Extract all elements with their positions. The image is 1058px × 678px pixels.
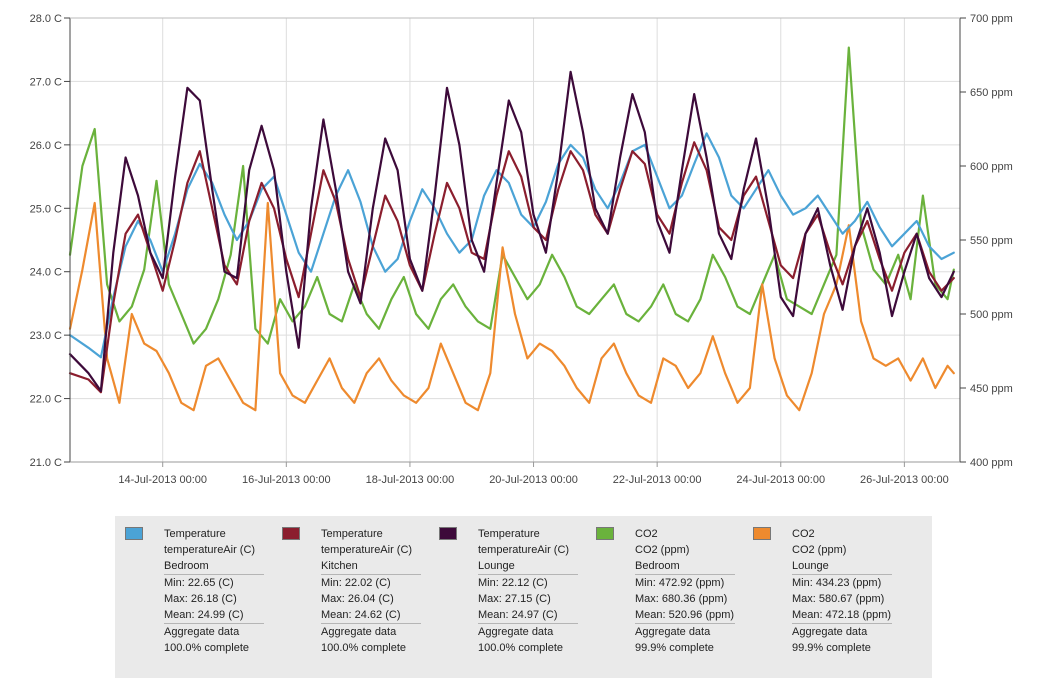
x-tick-label: 18-Jul-2013 00:00 (366, 474, 455, 486)
legend-mean: Mean: 24.62 (C) (321, 607, 421, 624)
legend-mean: Mean: 520.96 (ppm) (635, 607, 735, 624)
legend-line2: temperatureAir (C) (164, 544, 256, 556)
legend-min: Min: 22.12 (C) (478, 577, 548, 589)
x-tick-label: 22-Jul-2013 00:00 (613, 474, 702, 486)
legend-max: Max: 26.04 (C) (321, 593, 394, 605)
legend-swatch (282, 527, 300, 540)
axis-ticks: 21.0 C 22.0 C 23.0 C 24.0 C 25.0 C 26.0 C 27.0… (30, 13, 1013, 486)
legend-line1: CO2 (792, 528, 815, 540)
legend-line1: Temperature (478, 528, 540, 540)
legend-agg2: 99.9% complete (792, 642, 871, 654)
chart-area: 21.0 C 22.0 C 23.0 C 24.0 C 25.0 C 26.0 C 27.0… (29, 13, 1013, 486)
legend-text: CO2 CO2 (ppm) Bedroom Min: 472.92 (ppm) … (635, 526, 735, 678)
legend-agg1: Aggregate data (478, 626, 554, 638)
legend-agg2: 100.0% complete (478, 642, 563, 654)
left-tick-label: 26.0 C (30, 140, 62, 152)
legend-agg2: 100.0% complete (164, 642, 249, 654)
x-tick-label: 24-Jul-2013 00:00 (736, 474, 825, 486)
legend-line2: CO2 (ppm) (635, 544, 690, 556)
legend-mean: Mean: 472.18 (ppm) (792, 607, 892, 624)
right-tick-label: 400 ppm (970, 457, 1013, 469)
left-tick-label: 23.0 C (30, 330, 62, 342)
legend-mean: Mean: 24.99 (C) (164, 607, 264, 624)
legend-min: Min: 472.92 (ppm) (635, 577, 725, 589)
legend-line3: Lounge (792, 558, 892, 575)
x-tick-label: 14-Jul-2013 00:00 (118, 474, 207, 486)
series-line-0 (68, 132, 955, 359)
legend-max: Max: 680.36 (ppm) (635, 593, 728, 605)
legend-agg1: Aggregate data (635, 626, 711, 638)
right-tick-label: 600 ppm (970, 161, 1013, 173)
left-tick-label: 27.0 C (30, 76, 62, 88)
legend-item[interactable]: CO2 CO2 (ppm) Lounge Min: 434.23 (ppm) M… (753, 526, 910, 678)
legend-agg2: 100.0% complete (321, 642, 406, 654)
legend-line3: Kitchen (321, 558, 421, 575)
legend-swatch (439, 527, 457, 540)
left-tick-label: 25.0 C (30, 203, 62, 215)
legend-swatch (596, 527, 614, 540)
legend-text: Temperature temperatureAir (C) Bedroom M… (164, 526, 264, 678)
right-tick-label: 700 ppm (970, 13, 1013, 25)
legend-mean: Mean: 24.97 (C) (478, 607, 578, 624)
x-tick-label: 16-Jul-2013 00:00 (242, 474, 331, 486)
legend-item[interactable]: CO2 CO2 (ppm) Bedroom Min: 472.92 (ppm) … (596, 526, 753, 678)
legend-agg1: Aggregate data (321, 626, 397, 638)
legend-text: Temperature temperatureAir (C) Lounge Mi… (478, 526, 578, 678)
legend: Temperature temperatureAir (C) Bedroom M… (115, 516, 932, 678)
legend-max: Max: 27.15 (C) (478, 593, 551, 605)
right-tick-label: 550 ppm (970, 235, 1013, 247)
legend-line1: Temperature (321, 528, 383, 540)
legend-swatch (125, 527, 143, 540)
legend-agg1: Aggregate data (164, 626, 240, 638)
legend-line1: CO2 (635, 528, 658, 540)
legend-agg1: Aggregate data (792, 626, 868, 638)
right-tick-label: 450 ppm (970, 383, 1013, 395)
left-tick-label: 28.0 C (30, 13, 62, 25)
series-lines (68, 46, 955, 412)
legend-line2: temperatureAir (C) (321, 544, 413, 556)
x-tick-label: 26-Jul-2013 00:00 (860, 474, 949, 486)
legend-line3: Bedroom (164, 558, 264, 575)
legend-item[interactable]: Temperature temperatureAir (C) Lounge Mi… (439, 526, 596, 678)
legend-line3: Lounge (478, 558, 578, 575)
legend-text: CO2 CO2 (ppm) Lounge Min: 434.23 (ppm) M… (792, 526, 892, 678)
right-tick-label: 650 ppm (970, 87, 1013, 99)
legend-agg2: 99.9% complete (635, 642, 714, 654)
left-tick-label: 22.0 C (30, 394, 62, 406)
series-line-4 (68, 201, 955, 412)
series-line-2 (68, 70, 955, 393)
series-line-3 (68, 46, 955, 345)
legend-max: Max: 26.18 (C) (164, 593, 237, 605)
legend-min: Min: 22.65 (C) (164, 577, 234, 589)
left-tick-label: 24.0 C (30, 267, 62, 279)
right-tick-label: 500 ppm (970, 309, 1013, 321)
legend-max: Max: 580.67 (ppm) (792, 593, 885, 605)
x-tick-label: 20-Jul-2013 00:00 (489, 474, 578, 486)
legend-line3: Bedroom (635, 558, 735, 575)
legend-swatch (753, 527, 771, 540)
legend-item[interactable]: Temperature temperatureAir (C) Bedroom M… (125, 526, 282, 678)
legend-line2: CO2 (ppm) (792, 544, 847, 556)
legend-line2: temperatureAir (C) (478, 544, 570, 556)
legend-min: Min: 434.23 (ppm) (792, 577, 882, 589)
line-chart: 21.0 C 22.0 C 23.0 C 24.0 C 25.0 C 26.0 C 27.0… (29, 13, 1013, 486)
left-tick-label: 21.0 C (30, 457, 62, 469)
legend-text: Temperature temperatureAir (C) Kitchen M… (321, 526, 421, 678)
legend-line1: Temperature (164, 528, 226, 540)
legend-min: Min: 22.02 (C) (321, 577, 391, 589)
legend-item[interactable]: Temperature temperatureAir (C) Kitchen M… (282, 526, 439, 678)
